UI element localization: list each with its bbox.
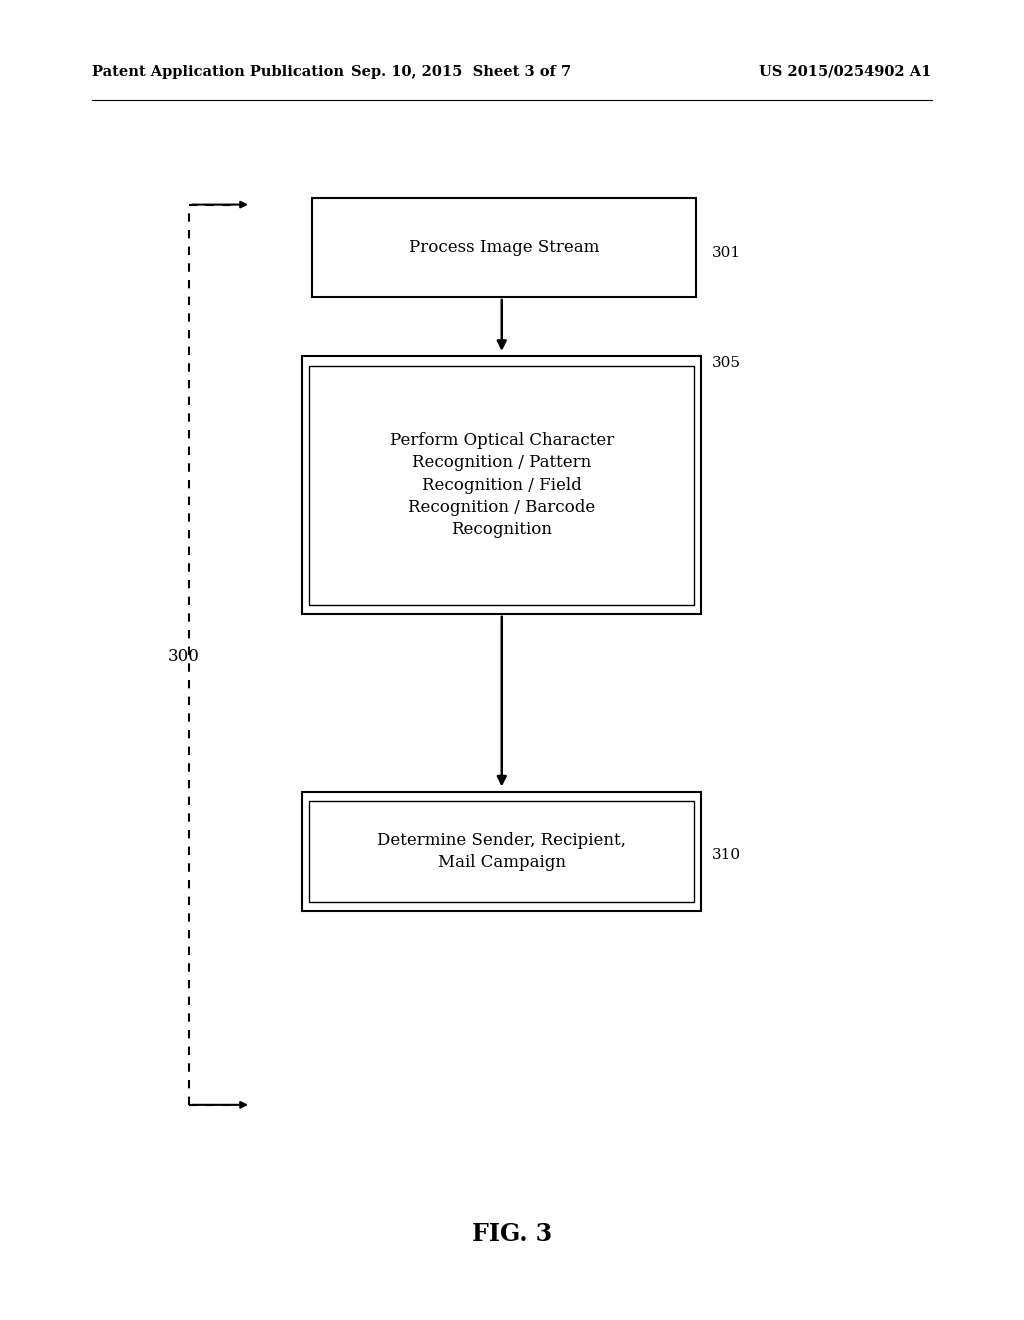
Text: FIG. 3: FIG. 3 (472, 1222, 552, 1246)
Text: Patent Application Publication: Patent Application Publication (92, 65, 344, 79)
Text: 301: 301 (712, 247, 740, 260)
Text: Perform Optical Character
Recognition / Pattern
Recognition / Field
Recognition : Perform Optical Character Recognition / … (390, 432, 613, 539)
Text: Process Image Stream: Process Image Stream (410, 239, 599, 256)
Text: US 2015/0254902 A1: US 2015/0254902 A1 (760, 65, 932, 79)
Bar (312, 198, 696, 297)
Text: 310: 310 (712, 849, 740, 862)
Bar (309, 801, 694, 902)
Bar (309, 366, 694, 605)
Bar (302, 792, 701, 911)
Text: Determine Sender, Recipient,
Mail Campaign: Determine Sender, Recipient, Mail Campai… (377, 832, 627, 871)
Text: Sep. 10, 2015  Sheet 3 of 7: Sep. 10, 2015 Sheet 3 of 7 (351, 65, 570, 79)
Text: 300: 300 (168, 648, 200, 664)
Bar (302, 356, 701, 614)
Text: 305: 305 (712, 356, 740, 370)
